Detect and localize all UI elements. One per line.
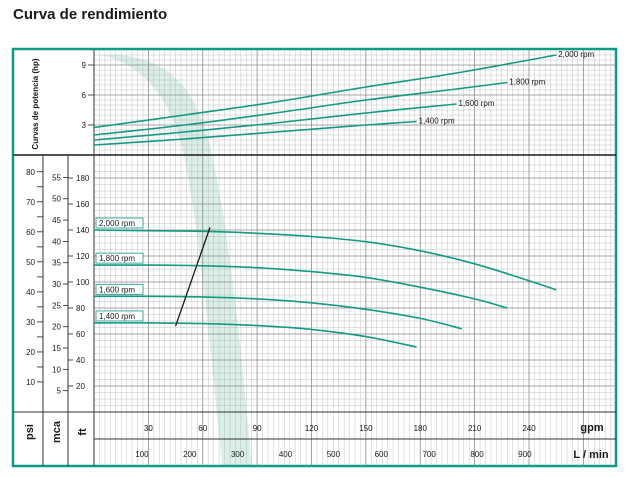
lmin-tick-label: 400	[279, 450, 293, 459]
mca-tick-label: 5	[57, 387, 62, 396]
mca-tick-label: 30	[52, 280, 61, 289]
head-curve-label-box	[95, 217, 144, 229]
lmin-tick-label: 100	[135, 450, 149, 459]
power-curve-1400-rpm	[93, 120, 417, 146]
head-curve-label-box	[95, 310, 144, 322]
power-curve-1800-rpm	[93, 81, 508, 136]
ft-tick-label: 80	[76, 304, 85, 313]
mca-tick-label: 45	[52, 216, 61, 225]
head-curve-1600-rpm	[93, 295, 463, 330]
lmin-axis-title: L / min	[573, 449, 609, 461]
power-curve-label: 1,800 rpm	[509, 78, 545, 87]
power-curve-2000-rpm	[93, 54, 557, 129]
head-curve-1400-rpm	[93, 322, 417, 348]
psi-tick-label: 70	[26, 198, 35, 207]
ft-tick-label: 180	[76, 174, 90, 183]
psi-tick-label: 60	[26, 228, 35, 237]
efficiency-line	[174, 227, 211, 327]
power-curve-label: 2,000 rpm	[558, 50, 594, 59]
ft-tick-label: 60	[76, 330, 85, 339]
mca-tick-label: 50	[52, 195, 61, 204]
ft-tick-label: 160	[76, 200, 90, 209]
gpm-tick-label: 210	[468, 424, 482, 433]
lmin-tick-label: 200	[183, 450, 197, 459]
lmin-tick-label: 900	[518, 450, 532, 459]
power-axis-title: Curvas de potencia (hp)	[31, 58, 40, 149]
mca-tick-label: 40	[52, 237, 61, 246]
gpm-tick-label: 120	[305, 424, 319, 433]
ft-tick-label: 40	[76, 356, 85, 365]
head-curve-label: 1,800 rpm	[99, 254, 135, 263]
head-curve-label-box	[95, 252, 144, 264]
curve-labels: 2,000 rpm 1,800 rpm 1,600 rpm 1,400 rpm 2,00…	[95, 50, 595, 322]
gpm-tick-label: 240	[522, 424, 536, 433]
psi-tick-label: 80	[26, 168, 35, 177]
ft-tick-label: 120	[76, 252, 90, 261]
head-curve-label: 2,000 rpm	[99, 219, 135, 228]
power-curve-label: 1,600 rpm	[459, 99, 495, 108]
axis-ticks: 3 6 9 20 40 60 80 100 120 140 160 180 5 10 15 20 25 30 35 4…	[26, 61, 536, 459]
lmin-tick-label: 500	[327, 450, 341, 459]
ft-tick-label: 140	[76, 226, 90, 235]
gpm-tick-label: 60	[198, 424, 207, 433]
mca-tick-label: 35	[52, 259, 61, 268]
power-tick-label: 3	[82, 121, 87, 130]
ft-tick-label: 20	[76, 382, 85, 391]
psi-tick-label: 10	[26, 378, 35, 387]
mca-tick-label: 20	[52, 323, 61, 332]
lmin-tick-label: 800	[470, 450, 484, 459]
power-axis-title-text: Curvas de potencia (hp)	[31, 58, 40, 149]
power-curve-label: 1,400 rpm	[419, 117, 455, 126]
ft-axis-title: ft	[77, 428, 89, 436]
head-curve-2000-rpm	[93, 229, 557, 291]
psi-axis-title: psi	[24, 424, 36, 440]
ft-tick-label: 100	[76, 278, 90, 287]
gpm-tick-label: 30	[144, 424, 153, 433]
lmin-tick-label: 600	[375, 450, 389, 459]
lmin-tick-label: 700	[422, 450, 436, 459]
gpm-tick-label: 180	[414, 424, 428, 433]
head-curve-1800-rpm	[93, 264, 508, 309]
gpm-tick-label: 90	[253, 424, 262, 433]
psi-tick-label: 40	[26, 288, 35, 297]
head-curve-label-box	[95, 283, 144, 295]
head-curve-label: 1,600 rpm	[99, 285, 135, 294]
power-curve-1600-rpm	[93, 103, 457, 141]
page-title: Curva de rendimiento	[13, 6, 168, 23]
chart-frame	[11, 47, 618, 468]
psi-tick-label: 50	[26, 258, 35, 267]
watermark-stripe	[100, 55, 252, 466]
power-tick-label: 6	[82, 91, 87, 100]
mca-tick-label: 55	[52, 173, 61, 182]
gpm-tick-label: 150	[359, 424, 373, 433]
psi-tick-label: 20	[26, 348, 35, 357]
curves	[93, 54, 557, 348]
mca-tick-label: 15	[52, 344, 61, 353]
head-curve-label: 1,400 rpm	[99, 312, 135, 321]
lmin-tick-label: 300	[231, 450, 245, 459]
mca-tick-label: 25	[52, 301, 61, 310]
power-tick-label: 9	[82, 61, 87, 70]
gpm-axis-title: gpm	[580, 422, 603, 434]
mca-tick-label: 10	[52, 365, 61, 374]
mca-axis-title: mca	[51, 420, 63, 443]
psi-tick-label: 30	[26, 318, 35, 327]
